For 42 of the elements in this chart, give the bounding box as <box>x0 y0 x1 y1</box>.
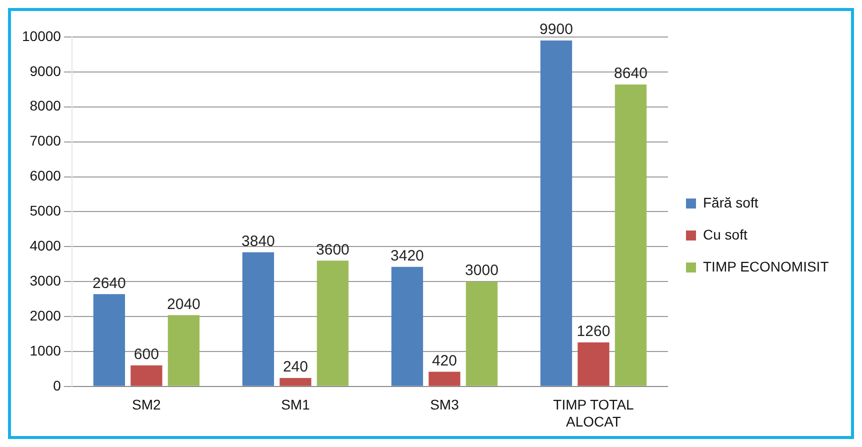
x-tick-label: TIMP TOTAL ALOCAT <box>553 396 634 430</box>
bar <box>391 266 424 386</box>
data-label: 9900 <box>540 21 573 38</box>
data-label: 3840 <box>242 232 275 250</box>
y-tick-label: 9000 <box>30 62 62 79</box>
data-label: 420 <box>432 352 457 370</box>
bar <box>614 84 647 386</box>
legend-label: Fără soft <box>703 194 758 210</box>
y-tick-label: 2000 <box>30 307 62 324</box>
y-tick-label: 3000 <box>30 272 62 288</box>
bar <box>242 252 274 386</box>
y-tick-label: 0 <box>53 377 62 394</box>
data-label: 2040 <box>167 296 200 313</box>
data-label: 1260 <box>576 323 610 340</box>
y-tick-label: 5000 <box>30 202 62 219</box>
bar <box>540 40 572 386</box>
data-label: 600 <box>134 346 159 364</box>
y-tick-label: 8000 <box>30 98 62 114</box>
data-label: 2640 <box>92 274 126 292</box>
x-tick-label: SM2 <box>132 396 162 413</box>
bar <box>168 315 200 386</box>
y-tick-label: 1000 <box>30 342 62 358</box>
data-label: 240 <box>282 358 308 376</box>
legend-label: TIMP ECONOMISIT <box>703 258 830 274</box>
bar <box>428 372 460 386</box>
y-tick-label: 10000 <box>22 28 62 44</box>
x-tick-label: SM3 <box>430 396 460 413</box>
data-label: 3000 <box>465 262 498 280</box>
bar <box>130 365 162 386</box>
y-tick-label: 4000 <box>30 238 62 254</box>
bar <box>466 282 498 386</box>
bar <box>578 342 610 386</box>
y-tick-label: 6000 <box>30 168 62 184</box>
x-tick-label: SM1 <box>281 396 310 413</box>
data-label: 8640 <box>614 65 648 82</box>
data-label: 3600 <box>316 241 350 258</box>
legend-label: Cu soft <box>703 226 748 242</box>
bar <box>316 260 349 386</box>
bar <box>280 378 312 386</box>
y-tick-label: 7000 <box>30 132 62 149</box>
data-label: 3420 <box>390 248 424 265</box>
bar <box>93 294 126 386</box>
